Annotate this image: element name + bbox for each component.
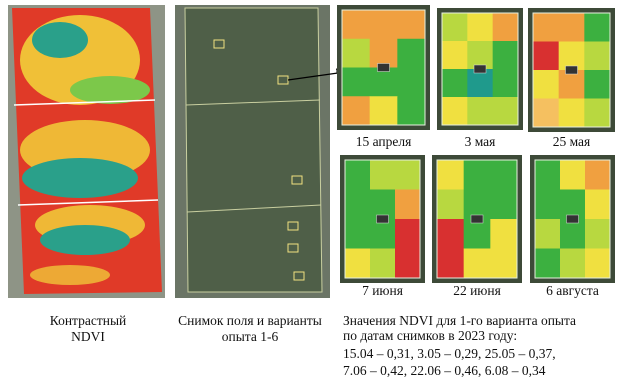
thumbnail-label: 22 июня <box>453 283 501 298</box>
ndvi-cell <box>397 96 425 125</box>
ndvi-cell <box>395 160 421 190</box>
ndvi-cell <box>535 219 561 249</box>
ndvi-cell <box>395 219 421 249</box>
ndvi-thumbnails: 15 апреля 3 мая 25 мая 7 июня 22 июня 6 авгус… <box>337 5 615 298</box>
ndvi-cell <box>585 219 611 249</box>
thumbnail-label: 25 мая <box>553 134 591 149</box>
summary-line: 7.06 – 0,42, 22.06 – 0,46, 6.08 – 0,34 <box>343 363 546 378</box>
summary-line: Значения NDVI для 1-го варианта опыта <box>343 313 576 328</box>
ndvi-cell <box>395 190 421 220</box>
ndvi-cell <box>490 219 517 249</box>
ndvi-cell <box>493 97 519 126</box>
ndvi-cell <box>397 68 425 97</box>
ndvi-cell <box>437 249 464 279</box>
ndvi-cell <box>437 160 464 190</box>
ndvi-cell <box>370 160 396 190</box>
plot-marker <box>474 65 486 73</box>
ndvi-cell <box>395 249 421 279</box>
plot-marker <box>471 215 483 223</box>
caption: NDVI <box>71 329 105 344</box>
ndvi-cell <box>560 219 586 249</box>
ndvi-cell <box>442 97 468 126</box>
ndvi-cell <box>442 41 468 70</box>
ndvi-cell <box>464 219 491 249</box>
thumbnail-label: 7 июня <box>362 283 403 298</box>
ndvi-cell <box>493 69 519 98</box>
ndvi-cell <box>342 68 370 97</box>
ndvi-cell <box>493 41 519 70</box>
thumbnail-label: 3 мая <box>465 134 496 149</box>
ndvi-cell <box>560 160 586 190</box>
plot-marker <box>567 215 579 223</box>
figure: 15 апреля 3 мая 25 мая 7 июня 22 июня 6 авгус… <box>0 0 622 387</box>
ndvi-cell <box>585 190 611 220</box>
ndvi-cell <box>535 190 561 220</box>
thumbnail-label: 15 апреля <box>356 134 412 149</box>
ndvi-cell <box>342 10 370 39</box>
ndvi-cell <box>533 42 559 71</box>
ndvi-cell <box>584 99 610 128</box>
ndvi-cell <box>370 249 396 279</box>
ndvi-cell <box>345 219 371 249</box>
page: 15 апреля 3 мая 25 мая 7 июня 22 июня 6 авгус… <box>0 0 622 387</box>
ndvi-cell <box>437 219 464 249</box>
ndvi-cell <box>370 10 398 39</box>
ndvi-cell <box>442 13 468 42</box>
ndvi-cell <box>442 69 468 98</box>
ndvi-cell <box>584 13 610 42</box>
summary-line: 15.04 – 0,31, 3.05 – 0,29, 25.05 – 0,37, <box>343 346 556 361</box>
ndvi-cell <box>345 249 371 279</box>
ndvi-cell <box>437 190 464 220</box>
ndvi-cell <box>490 249 517 279</box>
ndvi-cell <box>533 13 559 42</box>
ndvi-cell <box>585 249 611 279</box>
ndvi-cell <box>370 96 398 125</box>
ndvi-cell <box>464 160 491 190</box>
ndvi-cell <box>397 10 425 39</box>
summary-line: по датам снимков в 2023 году: <box>343 328 517 343</box>
ndvi-cell <box>559 99 585 128</box>
ndvi-cell <box>490 190 517 220</box>
ndvi-cell <box>345 190 371 220</box>
ndvi-map <box>8 5 165 298</box>
ndvi-cell <box>467 97 493 126</box>
ndvi-cell <box>370 68 398 97</box>
ndvi-cell <box>559 70 585 99</box>
ndvi-cell <box>397 39 425 68</box>
ndvi-cell <box>467 69 493 98</box>
ndvi-cell <box>490 160 517 190</box>
ndvi-cell <box>584 70 610 99</box>
ndvi-cell <box>493 13 519 42</box>
caption: Контрастный <box>50 313 127 328</box>
ndvi-cell <box>464 249 491 279</box>
ndvi-cell <box>345 160 371 190</box>
ndvi-cell <box>533 70 559 99</box>
ndvi-cell <box>535 249 561 279</box>
plot-marker <box>377 215 389 223</box>
ndvi-cell <box>584 42 610 71</box>
thumbnail-label: 6 августа <box>546 283 599 298</box>
ndvi-cell <box>535 160 561 190</box>
ndvi-cell <box>467 13 493 42</box>
field-photo <box>175 5 345 298</box>
ndvi-cell <box>533 99 559 128</box>
ndvi-cell <box>585 160 611 190</box>
ndvi-cell <box>342 96 370 125</box>
ndvi-cell <box>559 13 585 42</box>
plot-marker <box>378 64 390 72</box>
ndvi-cell <box>560 249 586 279</box>
caption: опыта 1-6 <box>222 329 279 344</box>
plot-marker <box>566 66 578 74</box>
caption: Снимок поля и варианты <box>178 313 322 328</box>
ndvi-cell <box>370 219 396 249</box>
ndvi-cell <box>342 39 370 68</box>
